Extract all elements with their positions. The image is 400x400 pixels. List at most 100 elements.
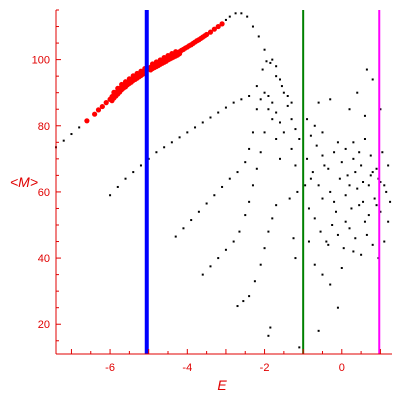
black-data-point: [321, 131, 324, 134]
black-data-point: [155, 151, 158, 154]
black-data-point: [201, 273, 204, 276]
black-data-point: [348, 108, 351, 111]
black-data-point: [292, 237, 295, 240]
black-data-point: [383, 240, 386, 243]
black-data-point: [255, 108, 258, 111]
black-data-point: [248, 147, 251, 150]
black-data-point: [313, 124, 316, 127]
black-data-point: [217, 257, 220, 260]
black-data-point: [124, 177, 127, 180]
black-data-point: [317, 184, 320, 187]
black-data-point: [265, 60, 268, 63]
black-data-point: [362, 181, 365, 183]
red-data-point: [182, 45, 188, 51]
red-data-point: [84, 118, 90, 124]
black-data-point: [267, 108, 270, 111]
black-data-point: [362, 200, 365, 203]
black-data-point: [385, 190, 388, 193]
red-data-point: [190, 40, 196, 47]
black-data-point: [224, 106, 227, 109]
black-data-point: [139, 164, 142, 167]
black-data-point: [379, 108, 382, 111]
black-data-point: [251, 184, 254, 187]
black-data-point: [323, 164, 326, 167]
black-data-point: [259, 151, 262, 154]
vertical-marker-lines: [144, 10, 381, 354]
red-data-point: [169, 51, 175, 57]
red-data-point: [198, 35, 204, 42]
black-data-point: [263, 247, 266, 250]
red-data-point: [178, 47, 185, 53]
black-data-point: [246, 15, 249, 18]
black-data-point: [236, 305, 239, 308]
black-data-point: [271, 101, 274, 104]
black-data-point: [279, 78, 281, 81]
black-data-point: [228, 15, 231, 18]
black-data-point: [244, 161, 247, 164]
black-data-point: [336, 306, 339, 309]
black-data-point: [354, 237, 357, 240]
black-data-point: [358, 151, 361, 154]
black-data-point: [286, 104, 289, 107]
black-data-point: [344, 194, 347, 197]
black-data-point: [279, 121, 281, 124]
black-data-point: [232, 240, 235, 243]
black-data-point: [331, 224, 334, 226]
black-data-point: [62, 139, 65, 142]
black-data-point: [321, 197, 324, 200]
black-data-point: [298, 138, 301, 140]
black-data-point: [348, 227, 351, 230]
y-tick-label: 40: [38, 253, 50, 265]
red-data-point: [119, 81, 125, 88]
black-data-point: [234, 12, 237, 15]
x-axis-title: E: [217, 377, 227, 393]
black-data-point: [78, 126, 81, 129]
black-data-point: [205, 202, 208, 205]
black-data-point: [259, 98, 262, 101]
red-data-point: [111, 89, 117, 95]
x-tick-label: -4: [182, 362, 192, 374]
black-data-point: [375, 167, 378, 170]
black-data-point: [336, 233, 339, 236]
black-data-point: [282, 131, 285, 134]
black-data-point: [253, 280, 256, 283]
red-data-point: [130, 73, 136, 79]
black-data-point: [340, 161, 343, 164]
black-data-point: [257, 35, 260, 38]
red-data-point: [122, 79, 129, 85]
black-data-point: [344, 220, 347, 223]
black-data-point: [116, 185, 119, 188]
black-data-point: [346, 174, 349, 177]
red-data-point: [138, 68, 144, 74]
y-tick-label: 80: [38, 121, 50, 133]
red-data-point: [99, 103, 105, 110]
black-data-point: [213, 194, 216, 197]
red-data-point: [161, 55, 167, 61]
x-tick-label: -6: [105, 362, 115, 374]
red-data-point: [157, 57, 163, 63]
black-data-point: [290, 118, 293, 121]
black-data-point: [365, 233, 368, 236]
black-data-point: [109, 194, 112, 197]
black-data-point: [255, 85, 258, 88]
black-data-point: [224, 18, 227, 21]
red-data-point: [186, 43, 192, 49]
black-data-point: [309, 134, 312, 137]
red-data-point: [95, 107, 102, 113]
black-data-point: [236, 171, 239, 174]
black-data-point: [307, 207, 310, 210]
red-data-point: [165, 53, 171, 59]
black-data-point: [279, 157, 281, 160]
black-data-point: [389, 200, 392, 203]
red-data-point: [219, 21, 225, 27]
black-data-point: [387, 164, 390, 167]
y-axis-title: <M>: [10, 174, 38, 190]
black-data-point: [369, 154, 372, 157]
black-data-point: [267, 334, 270, 337]
black-data-point: [333, 151, 336, 154]
black-data-point: [248, 95, 251, 97]
black-data-point: [232, 101, 235, 104]
black-data-point: [336, 141, 339, 144]
black-data-point: [267, 95, 270, 97]
